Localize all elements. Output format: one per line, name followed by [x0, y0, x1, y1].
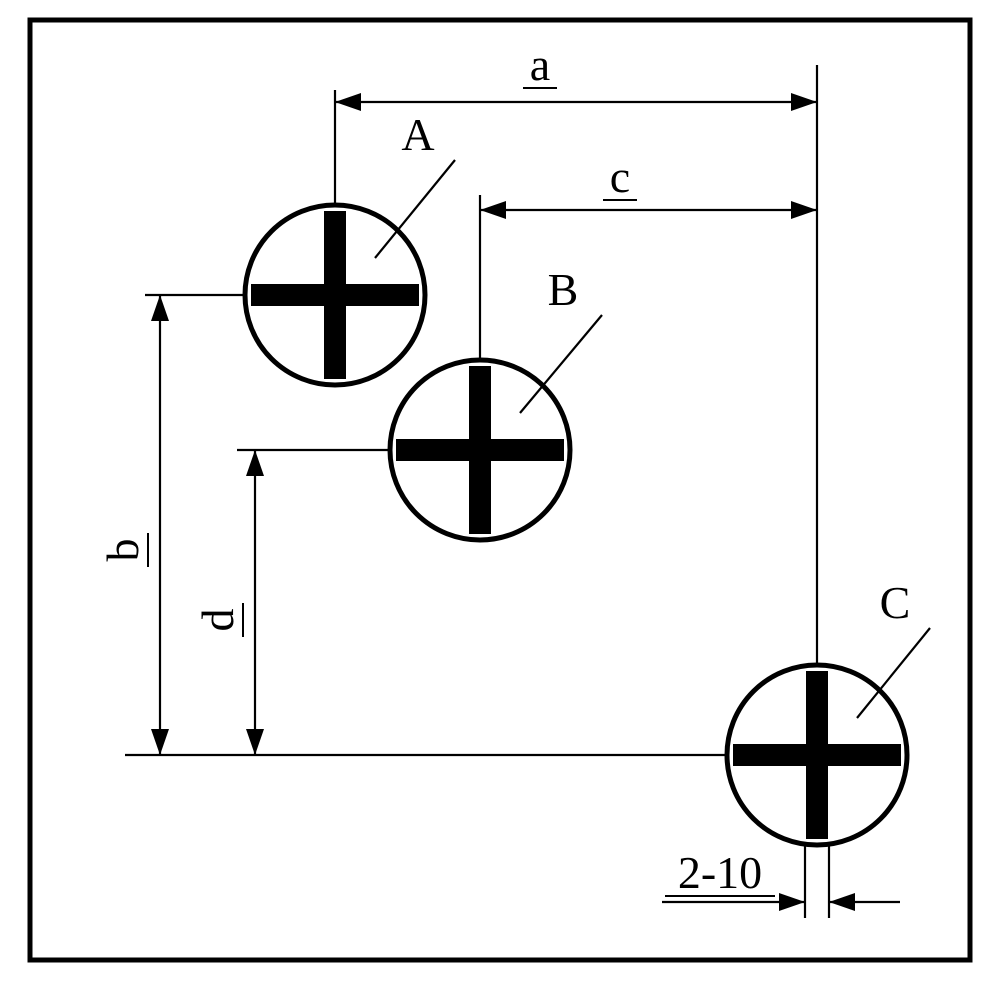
leader-A-label: A	[401, 109, 434, 160]
dim-c-label: c	[610, 151, 630, 202]
diagram-canvas: a c b d 2-10 A B C	[0, 0, 1000, 982]
leader-B-label: B	[548, 264, 579, 315]
dim-gap-label: 2-10	[678, 847, 762, 898]
leader-B	[520, 315, 602, 413]
dim-a-label: a	[530, 39, 550, 90]
dim-d-label: d	[192, 609, 243, 632]
dim-b-label: b	[97, 539, 148, 562]
leader-A	[375, 160, 455, 258]
leader-C-label: C	[880, 577, 911, 628]
